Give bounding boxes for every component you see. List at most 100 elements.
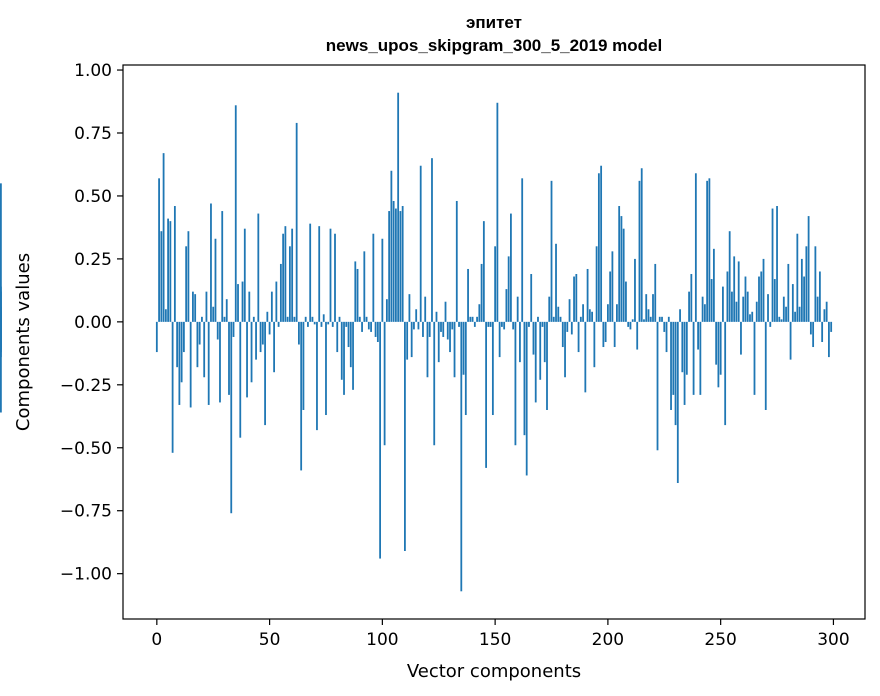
bar-component-292 — [814, 246, 817, 322]
bar-component-127 — [442, 321, 445, 337]
bar-component-254 — [728, 231, 731, 322]
bar-component-96 — [372, 233, 375, 322]
bar-component-271 — [767, 294, 769, 322]
bar-component-116 — [417, 321, 420, 330]
bar-component-242 — [701, 296, 704, 322]
bar-component-65 — [302, 321, 305, 410]
bar-component-85 — [347, 321, 350, 348]
bar-component-34 — [232, 321, 235, 337]
bar-component-290 — [809, 321, 812, 335]
bar-component-138 — [467, 268, 469, 322]
y-tick-label: 0.50 — [74, 187, 112, 207]
bar-component-240 — [697, 321, 699, 350]
bar-component-289 — [807, 216, 810, 322]
bar-component-197 — [600, 165, 603, 322]
bar-component-246 — [710, 279, 713, 322]
bar-component-156 — [507, 256, 510, 322]
bar-component-183 — [568, 299, 571, 322]
bar-component-189 — [582, 304, 584, 322]
bar-component-undefined — [0, 321, 2, 350]
bar-component-180 — [561, 321, 564, 348]
bar-component-97 — [374, 321, 377, 337]
bar-component-228 — [670, 321, 672, 410]
x-tick-label: 150 — [479, 630, 511, 650]
bar-component-40 — [246, 321, 248, 398]
bar-component-36 — [237, 284, 239, 322]
x-tick-label: 250 — [704, 630, 736, 650]
bar-component-150 — [494, 246, 497, 322]
y-tick-label: −1.00 — [60, 565, 112, 585]
bar-component-29 — [221, 211, 224, 322]
bar-component-234 — [683, 321, 686, 405]
bar-component-299 — [830, 321, 833, 332]
bar-component-219 — [649, 316, 652, 322]
bar-component-285 — [798, 306, 801, 322]
bar-component-146 — [485, 321, 487, 468]
bar-component-231 — [676, 321, 679, 484]
bar-component-5 — [167, 218, 169, 322]
bar-component-137 — [464, 321, 467, 416]
bar-component-158 — [512, 321, 515, 330]
bar-component-161 — [519, 321, 521, 363]
bar-component-102 — [385, 299, 388, 322]
bar-component-25 — [212, 306, 215, 322]
bar-component-89 — [356, 268, 359, 322]
bar-component-27 — [216, 321, 219, 340]
bar-component-169 — [537, 316, 539, 322]
bar-component-198 — [602, 321, 605, 348]
bar-component-149 — [491, 321, 494, 416]
bar-component-99 — [379, 321, 381, 559]
bar-component-165 — [528, 321, 530, 327]
bar-component-33 — [230, 321, 233, 514]
bar-component-52 — [273, 321, 275, 373]
bar-component-297 — [825, 301, 828, 322]
bar-component-69 — [311, 316, 314, 322]
bar-component-200 — [606, 304, 609, 322]
bar-component-10 — [178, 321, 181, 405]
bar-component-61 — [293, 316, 296, 322]
bar-component-0 — [155, 321, 158, 353]
bars-group — [0, 92, 833, 592]
bar-component-173 — [546, 321, 548, 410]
bar-component-212 — [634, 258, 636, 322]
bar-component-58 — [286, 316, 289, 322]
bar-component-118 — [422, 321, 424, 337]
bar-component-207 — [622, 228, 625, 322]
bar-component-144 — [480, 263, 483, 322]
bar-component-71 — [316, 321, 318, 431]
bar-component-8 — [173, 206, 176, 322]
bar-component-294 — [818, 271, 821, 322]
bar-component-56 — [282, 233, 285, 322]
bar-component-91 — [361, 321, 363, 332]
plot-frame — [122, 64, 866, 620]
bar-component-30 — [223, 316, 226, 322]
bar-component-15 — [189, 321, 192, 408]
bar-component-296 — [823, 309, 826, 322]
bar-component-203 — [613, 321, 616, 348]
bar-component-213 — [636, 321, 639, 350]
bar-component-undefined — [0, 321, 2, 413]
x-tick-label: 100 — [366, 630, 398, 650]
bar-component-266 — [755, 301, 758, 322]
bar-component-12 — [182, 321, 185, 353]
bar-component-139 — [469, 316, 472, 322]
bar-component-88 — [354, 261, 357, 322]
bar-component-112 — [408, 294, 411, 322]
bar-component-217 — [645, 294, 648, 322]
bar-component-265 — [753, 321, 756, 395]
bar-component-259 — [740, 321, 742, 355]
bar-component-92 — [363, 251, 366, 322]
bar-component-141 — [473, 321, 476, 327]
bar-component-undefined — [0, 183, 2, 322]
y-tick-label: 0.75 — [74, 124, 112, 144]
bar-component-23 — [207, 321, 210, 405]
bar-component-46 — [259, 321, 262, 353]
bar-component-60 — [291, 228, 294, 322]
x-tick-label: 300 — [817, 630, 849, 650]
bar-component-104 — [390, 170, 393, 322]
bar-component-134 — [458, 321, 460, 327]
bar-component-251 — [722, 286, 724, 322]
bar-component-26 — [214, 238, 217, 322]
